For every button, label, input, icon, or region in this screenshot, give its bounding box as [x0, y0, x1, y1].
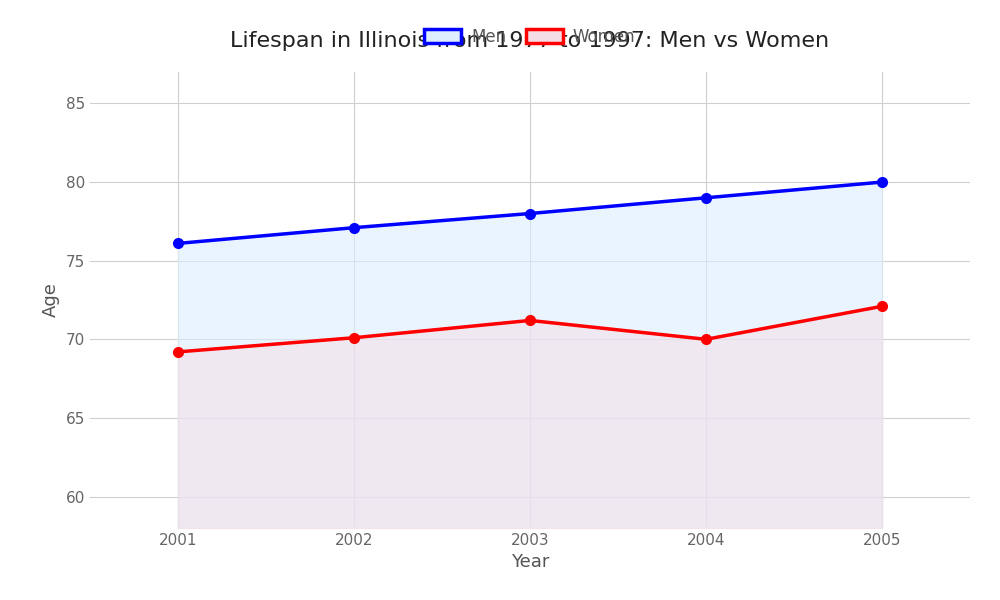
Title: Lifespan in Illinois from 1977 to 1997: Men vs Women: Lifespan in Illinois from 1977 to 1997: …	[230, 31, 830, 51]
X-axis label: Year: Year	[511, 553, 549, 571]
Y-axis label: Age: Age	[42, 283, 60, 317]
Legend: Men, Women: Men, Women	[418, 21, 642, 52]
